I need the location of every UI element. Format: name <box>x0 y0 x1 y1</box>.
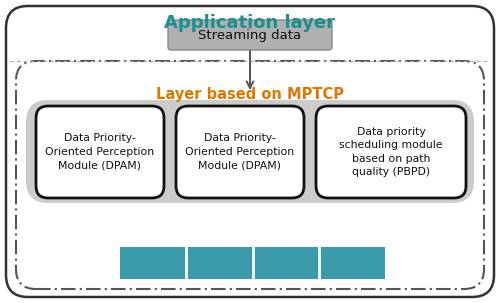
Bar <box>120 247 385 279</box>
FancyBboxPatch shape <box>316 106 466 198</box>
FancyBboxPatch shape <box>6 6 494 297</box>
Text: Data priority
scheduling module
based on path
quality (PBPD): Data priority scheduling module based on… <box>339 127 443 177</box>
Text: Application layer: Application layer <box>164 14 336 32</box>
FancyBboxPatch shape <box>26 100 474 203</box>
FancyBboxPatch shape <box>176 106 304 198</box>
Text: Data Priority-
Oriented Perception
Module (DPAM): Data Priority- Oriented Perception Modul… <box>46 133 154 171</box>
FancyBboxPatch shape <box>36 106 164 198</box>
Text: Streaming data: Streaming data <box>198 28 302 42</box>
Text: Layer based on MPTCP: Layer based on MPTCP <box>156 88 344 102</box>
FancyBboxPatch shape <box>168 20 332 50</box>
Text: Data Priority-
Oriented Perception
Module (DPAM): Data Priority- Oriented Perception Modul… <box>186 133 294 171</box>
